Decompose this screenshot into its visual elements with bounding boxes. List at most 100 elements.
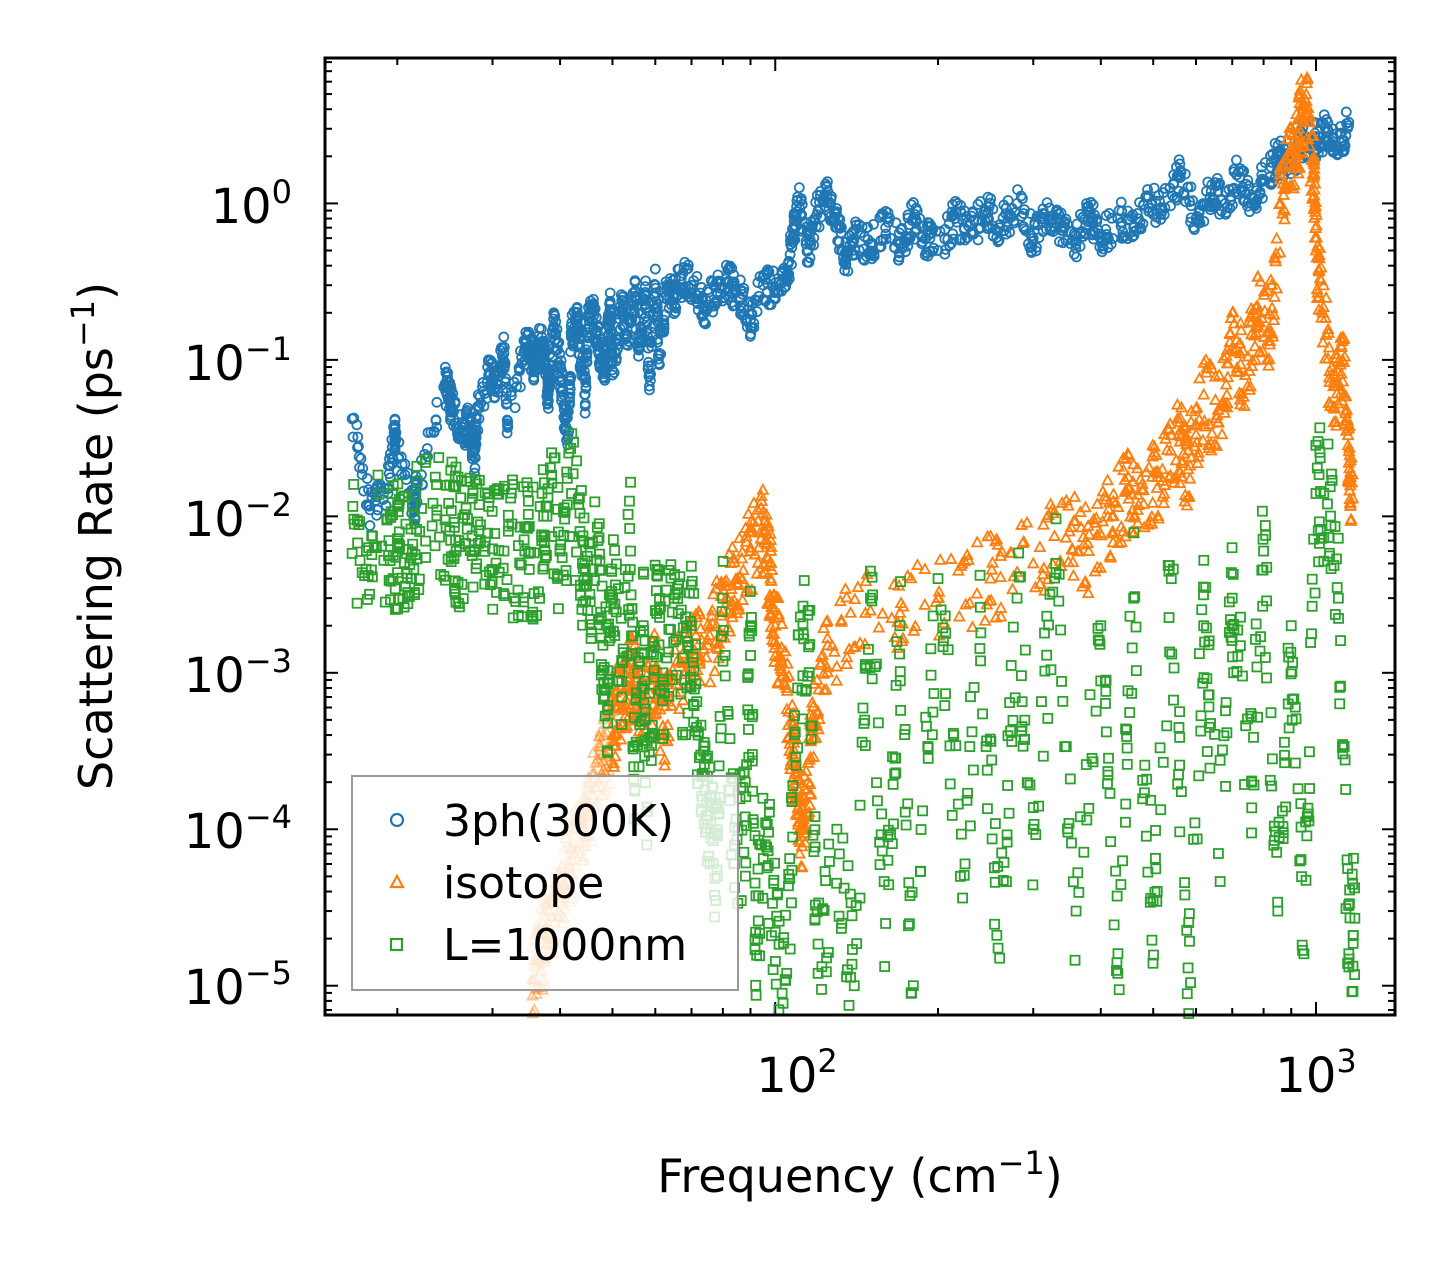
point-3ph <box>497 343 509 354</box>
point-3ph <box>486 357 498 368</box>
y-tick-label-4: 10−4 <box>184 798 292 860</box>
point-3ph <box>384 460 396 472</box>
point-3ph <box>448 420 460 432</box>
point-3ph <box>539 354 551 366</box>
point-3ph <box>554 348 566 360</box>
point-3ph <box>849 244 861 256</box>
point-3ph <box>542 403 554 414</box>
point-3ph <box>1185 181 1197 193</box>
point-3ph <box>693 293 704 305</box>
point-3ph <box>421 443 433 454</box>
point-3ph <box>1031 242 1042 253</box>
y-axis-label: Scattering Rate (ps−1) <box>64 282 123 790</box>
point-3ph <box>825 210 837 222</box>
point-3ph <box>652 311 663 323</box>
point-3ph <box>747 297 759 309</box>
legend-label-3ph: 3ph(300K) <box>443 796 674 847</box>
point-3ph <box>882 207 894 219</box>
point-3ph <box>1209 197 1221 209</box>
point-3ph <box>1159 183 1171 194</box>
point-3ph <box>411 483 422 495</box>
point-3ph <box>908 197 919 208</box>
legend-label-boundary: L=1000nm <box>443 920 687 971</box>
point-3ph <box>389 427 401 439</box>
point-3ph <box>789 234 801 246</box>
point-3ph <box>592 336 604 348</box>
point-3ph <box>469 462 481 474</box>
point-3ph <box>566 326 577 338</box>
point-3ph <box>788 210 800 222</box>
y-tick-label-3: 10−3 <box>184 642 292 704</box>
point-3ph <box>422 451 433 462</box>
point-3ph <box>1240 178 1252 190</box>
point-3ph <box>472 401 483 412</box>
point-3ph <box>582 322 594 334</box>
point-3ph <box>390 433 402 445</box>
y-tick-label-0: 100 <box>211 173 292 235</box>
point-3ph <box>645 336 657 347</box>
point-3ph <box>840 259 852 270</box>
point-3ph <box>1273 145 1285 157</box>
y-tick-label-5: 10−5 <box>184 954 292 1016</box>
point-3ph <box>1074 209 1086 220</box>
point-3ph <box>649 263 661 275</box>
point-3ph <box>643 356 654 368</box>
point-3ph <box>472 389 484 401</box>
point-3ph <box>972 198 984 210</box>
point-3ph <box>571 314 583 326</box>
point-3ph <box>853 244 865 256</box>
point-3ph <box>1185 200 1197 212</box>
point-3ph <box>439 378 451 390</box>
point-3ph <box>813 221 825 233</box>
point-3ph <box>859 254 870 266</box>
point-3ph <box>1000 208 1012 220</box>
point-3ph <box>1102 242 1114 253</box>
point-3ph <box>548 322 560 334</box>
point-3ph <box>821 180 833 192</box>
point-3ph <box>526 348 538 359</box>
point-3ph <box>1227 199 1238 211</box>
point-3ph <box>580 344 592 356</box>
y-tick-label-1: 10−1 <box>184 330 292 392</box>
point-3ph <box>470 413 482 425</box>
point-3ph <box>549 334 561 346</box>
point-3ph <box>502 415 514 427</box>
point-3ph <box>442 367 453 379</box>
point-3ph <box>1018 223 1030 235</box>
point-3ph <box>670 306 681 318</box>
point-3ph <box>1336 135 1348 146</box>
point-3ph <box>361 473 373 484</box>
point-3ph <box>751 306 763 318</box>
point-3ph <box>384 472 396 484</box>
point-3ph <box>649 279 661 291</box>
point-3ph <box>629 292 641 304</box>
point-3ph <box>498 341 510 353</box>
point-3ph <box>806 223 818 235</box>
point-3ph <box>508 376 520 388</box>
point-3ph <box>580 377 592 388</box>
point-3ph <box>536 331 548 343</box>
point-3ph <box>550 316 562 328</box>
point-3ph <box>392 452 404 464</box>
point-3ph <box>579 389 591 400</box>
point-3ph <box>745 308 757 319</box>
point-3ph <box>600 341 612 353</box>
point-3ph <box>542 395 554 407</box>
point-3ph <box>604 296 616 308</box>
point-3ph <box>1030 245 1042 257</box>
point-3ph <box>1060 235 1072 247</box>
point-3ph <box>804 252 816 264</box>
point-3ph <box>549 310 561 322</box>
point-3ph <box>698 316 710 328</box>
point-3ph <box>563 425 575 437</box>
point-3ph <box>472 425 484 436</box>
point-3ph <box>640 311 652 322</box>
point-3ph <box>910 202 922 214</box>
point-3ph <box>954 234 966 246</box>
point-3ph <box>679 256 691 268</box>
point-3ph <box>763 266 775 278</box>
x-tick-labels: 102 103 <box>756 1042 1356 1104</box>
point-3ph <box>469 451 481 463</box>
point-3ph <box>572 307 583 318</box>
point-3ph <box>580 382 592 394</box>
